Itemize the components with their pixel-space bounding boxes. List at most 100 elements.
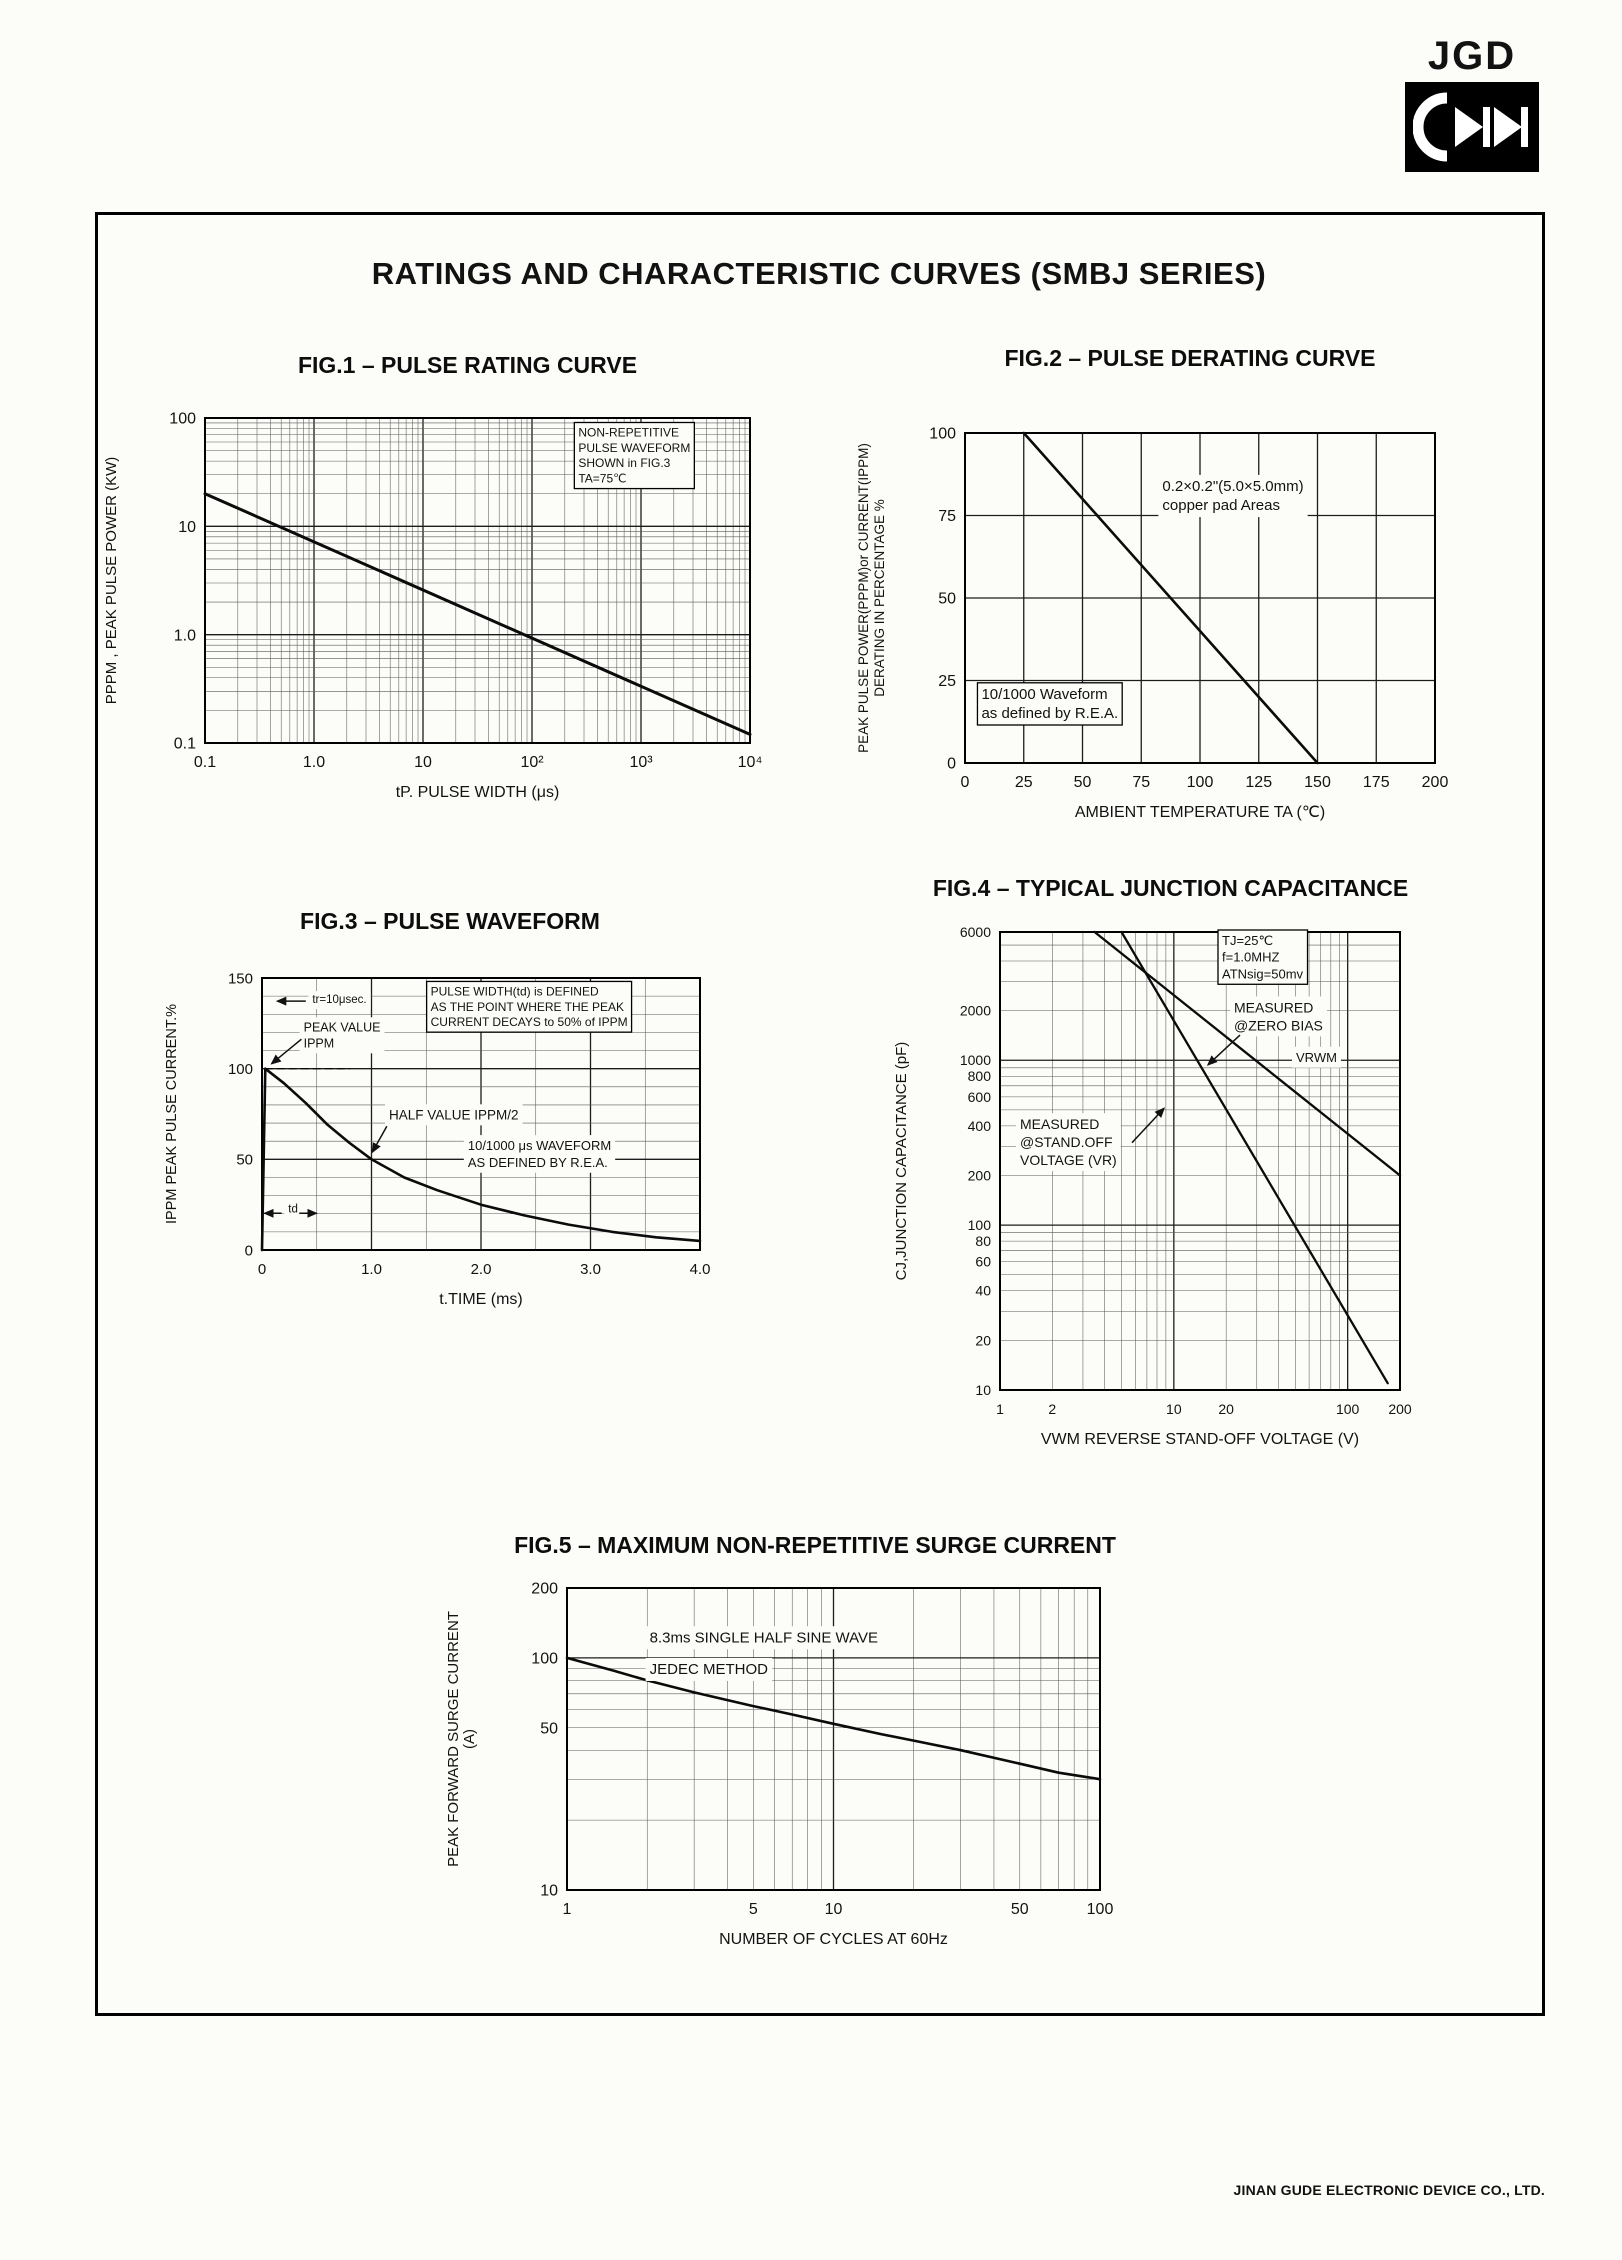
svg-text:200: 200 [1388, 1401, 1412, 1417]
svg-text:1.0: 1.0 [303, 754, 325, 771]
annotation-box [573, 421, 695, 490]
annotation-bg [645, 1657, 773, 1681]
annotation-arrow [1206, 1034, 1241, 1066]
plot-border [999, 931, 1401, 1391]
annotation: 0.2×0.2"(5.0×5.0mm) copper pad Areas [1162, 478, 1303, 514]
annotation-bg [1230, 996, 1327, 1037]
svg-text:60: 60 [975, 1254, 991, 1270]
svg-text:100: 100 [1187, 774, 1214, 791]
svg-text:10: 10 [825, 1901, 843, 1918]
tick-labels: 0 1.0 2.0 3.0 4.0 0 50 100 150 [228, 970, 710, 1278]
svg-text:600: 600 [968, 1089, 992, 1105]
x-axis-label: t.TIME (ms) [439, 1291, 523, 1308]
annotation-bg [645, 1626, 883, 1650]
svg-text:100: 100 [1087, 1901, 1114, 1918]
svg-text:200: 200 [968, 1167, 992, 1183]
tick-labels: 1 5 10 50 100 200 100 50 10 [531, 1581, 1113, 1918]
x-axis-label: NUMBER OF CYCLES AT 60Hz [719, 1931, 948, 1948]
fig2-pulse-derating-chart: 0 25 50 75 100 125 150 175 200 100 75 50 25 0 AMBIENT … [856, 426, 1448, 821]
annotation-bg [1158, 474, 1308, 518]
fig3-pulse-waveform-chart: 0 1.0 2.0 3.0 4.0 0 50 100 150 t.TIME (ms) IPPM PE… [164, 970, 710, 1308]
svg-text:800: 800 [968, 1068, 992, 1084]
svg-text:50: 50 [236, 1152, 253, 1169]
svg-text:0: 0 [258, 1261, 266, 1278]
diode-logo-icon [1413, 92, 1528, 162]
annotation-bg [385, 1104, 523, 1126]
fig1-pulse-rating-chart: 0.1 1.0 10 10² 10³ 10⁴ 100 10 1.0 0.1 tP. PULSE WI… [103, 411, 762, 801]
y-axis-label: IPPM PEAK PULSE CURRENT.% [164, 1004, 180, 1224]
svg-text:2.0: 2.0 [471, 1261, 492, 1278]
annotation: MEASURED @STAND.OFF VOLTAGE (VR) [1020, 1116, 1117, 1168]
plot-border [204, 417, 751, 744]
annotation-arrow [1131, 1107, 1166, 1144]
svg-text:0: 0 [245, 1242, 253, 1259]
svg-text:10: 10 [975, 1382, 991, 1398]
annotation-bg [308, 991, 371, 1010]
svg-text:1.0: 1.0 [174, 627, 196, 644]
y-axis-label: PEAK FORWARD SURGE CURRENT(A) [445, 1611, 478, 1867]
svg-text:10⁴: 10⁴ [738, 754, 763, 771]
annotation: JEDEC METHOD [650, 1661, 769, 1678]
svg-text:75: 75 [938, 508, 956, 525]
fig5-surge-current-chart: 1 5 10 50 100 200 100 50 10 NUMBER OF CYCLES AT 6… [445, 1581, 1113, 1948]
annotation-arrow [371, 1125, 388, 1154]
svg-text:125: 125 [1245, 774, 1272, 791]
plot-border [261, 977, 701, 1251]
fig1-title: FIG.1 – PULSE RATING CURVE [297, 352, 638, 378]
footer-company-name: JINAN GUDE ELECTRONIC DEVICE CO., LTD. [1233, 2182, 1545, 2198]
svg-text:20: 20 [1218, 1401, 1234, 1417]
svg-text:6000: 6000 [960, 924, 991, 940]
y-axis-label: CJ,JUNCTION CAPACITANCE (pF) [893, 1042, 910, 1281]
svg-text:3.0: 3.0 [580, 1261, 601, 1278]
plot-border [964, 432, 1436, 764]
svg-text:10³: 10³ [629, 754, 653, 771]
fig5-title: FIG.5 – MAXIMUM NON-REPETITIVE SURGE CUR… [514, 1532, 1116, 1558]
tick-labels: 0.1 1.0 10 10² 10³ 10⁴ 100 10 1.0 0.1 [169, 411, 762, 771]
annotation-box [1217, 929, 1309, 985]
annotation: TJ=25℃ f=1.0MHZ ATNsig=50mv [1222, 933, 1304, 981]
svg-text:5: 5 [749, 1901, 758, 1918]
annotation-bg [284, 1200, 302, 1219]
svg-text:200: 200 [531, 1581, 558, 1598]
y-axis-label: PEAK PULSE POWER(PPPM)or CURRENT(IPPM)DE… [856, 443, 887, 753]
annotation-bg [1292, 1046, 1341, 1068]
pulse-rating-line [203, 492, 752, 736]
svg-text:50: 50 [1074, 774, 1092, 791]
svg-text:50: 50 [1011, 1901, 1029, 1918]
annotation-bg [1016, 1113, 1121, 1172]
svg-text:0: 0 [961, 774, 970, 791]
svg-text:100: 100 [531, 1650, 558, 1667]
svg-text:10: 10 [414, 754, 432, 771]
derating-line [1022, 431, 1319, 765]
y-axis-label: PPPM , PEAK PULSE POWER (KW) [103, 457, 120, 705]
annotation: MEASURED @ZERO BIAS [1234, 999, 1323, 1033]
annotation: NON-REPETITIVE PULSE WAVEFORM SHOWN in FIG… [578, 426, 690, 486]
annotation: td [288, 1204, 298, 1216]
svg-text:20: 20 [975, 1332, 991, 1348]
x-axis-label: AMBIENT TEMPERATURE TA (℃) [1075, 804, 1325, 821]
svg-text:400: 400 [968, 1118, 992, 1134]
svg-text:10: 10 [540, 1883, 558, 1900]
svg-text:100: 100 [169, 411, 196, 428]
svg-text:1: 1 [996, 1401, 1004, 1417]
annotation-box [425, 980, 633, 1033]
svg-text:2000: 2000 [960, 1003, 991, 1019]
annotation: 8.3ms SINGLE HALF SINE WAVE [650, 1629, 878, 1646]
svg-text:150: 150 [228, 970, 253, 987]
svg-text:0: 0 [947, 756, 956, 773]
content-frame [95, 212, 1545, 2016]
svg-text:0.1: 0.1 [194, 754, 216, 771]
annotation: tr=10μsec. [312, 994, 366, 1006]
page-title: RATINGS AND CHARACTERISTIC CURVES (SMBJ … [371, 256, 1267, 291]
annotation-bg [463, 1135, 616, 1173]
x-axis-label: tP. PULSE WIDTH (μs) [396, 784, 560, 801]
annotation-box [976, 682, 1123, 726]
annotation-arrow [270, 1038, 302, 1065]
svg-text:25: 25 [938, 673, 956, 690]
svg-text:2: 2 [1048, 1401, 1056, 1417]
svg-text:4.0: 4.0 [690, 1261, 711, 1278]
logo: JGD [1402, 36, 1542, 172]
pulse-waveform [260, 1067, 702, 1252]
annotation: HALF VALUE IPPM/2 [389, 1107, 519, 1122]
